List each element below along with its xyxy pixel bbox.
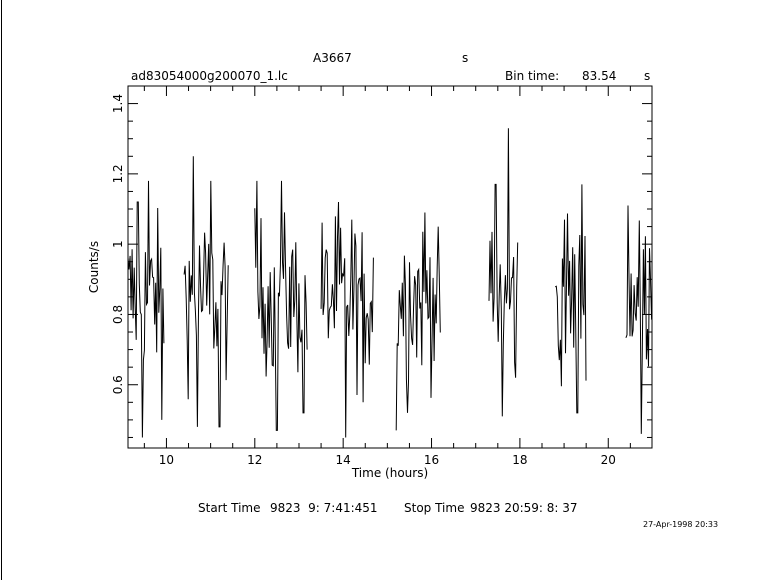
bin-time-unit: s — [644, 69, 651, 83]
plot-frame — [127, 85, 653, 449]
y-tick-label: 0.6 — [111, 375, 125, 394]
x-tick-label: 20 — [601, 453, 616, 467]
stop-time-label: Stop Time — [404, 501, 465, 515]
axis-ticks: 10 12 14 16 18 20 0.6 0.8 1 1.2 1.4 — [111, 86, 652, 467]
stop-time-value: 9823 20:59: 8: 37 — [470, 501, 578, 515]
light-curve-segment — [127, 180, 165, 438]
light-curve-segment — [625, 205, 653, 434]
y-tick-label: 0.8 — [111, 305, 125, 324]
start-time-label: Start Time — [198, 501, 261, 515]
x-tick-label: 10 — [159, 453, 174, 467]
y-tick-label: 1.4 — [111, 94, 125, 113]
start-time-value: 9823 9: 7:41:451 — [270, 501, 378, 515]
light-curve-segment — [395, 212, 441, 431]
x-tick-label: 14 — [336, 453, 351, 467]
light-curve-segment — [183, 156, 229, 428]
x-axis-label: Time (hours) — [351, 466, 428, 480]
light-curve-segment — [254, 180, 308, 431]
title-suffix: s — [462, 51, 469, 65]
date-stamp: 27-Apr-1998 20:33 — [643, 520, 719, 529]
bin-time-label: Bin time: — [505, 69, 560, 83]
light-curve-segment — [320, 201, 374, 438]
bin-time-value: 83.54 — [582, 69, 617, 83]
y-tick-label: 1.2 — [111, 164, 125, 183]
chart-title: A3667 — [313, 51, 352, 65]
x-tick-label: 18 — [512, 453, 527, 467]
filename-label: ad83054000g200070_1.lc — [131, 69, 288, 83]
x-tick-label: 12 — [247, 453, 262, 467]
light-curve-series — [127, 128, 653, 438]
light-curve-segment — [488, 128, 519, 417]
y-axis-label: Counts/s — [87, 241, 101, 293]
window-edge — [1, 0, 2, 580]
x-tick-label: 16 — [424, 453, 439, 467]
light-curve-segment — [554, 184, 587, 414]
y-tick-label: 1 — [111, 240, 125, 248]
